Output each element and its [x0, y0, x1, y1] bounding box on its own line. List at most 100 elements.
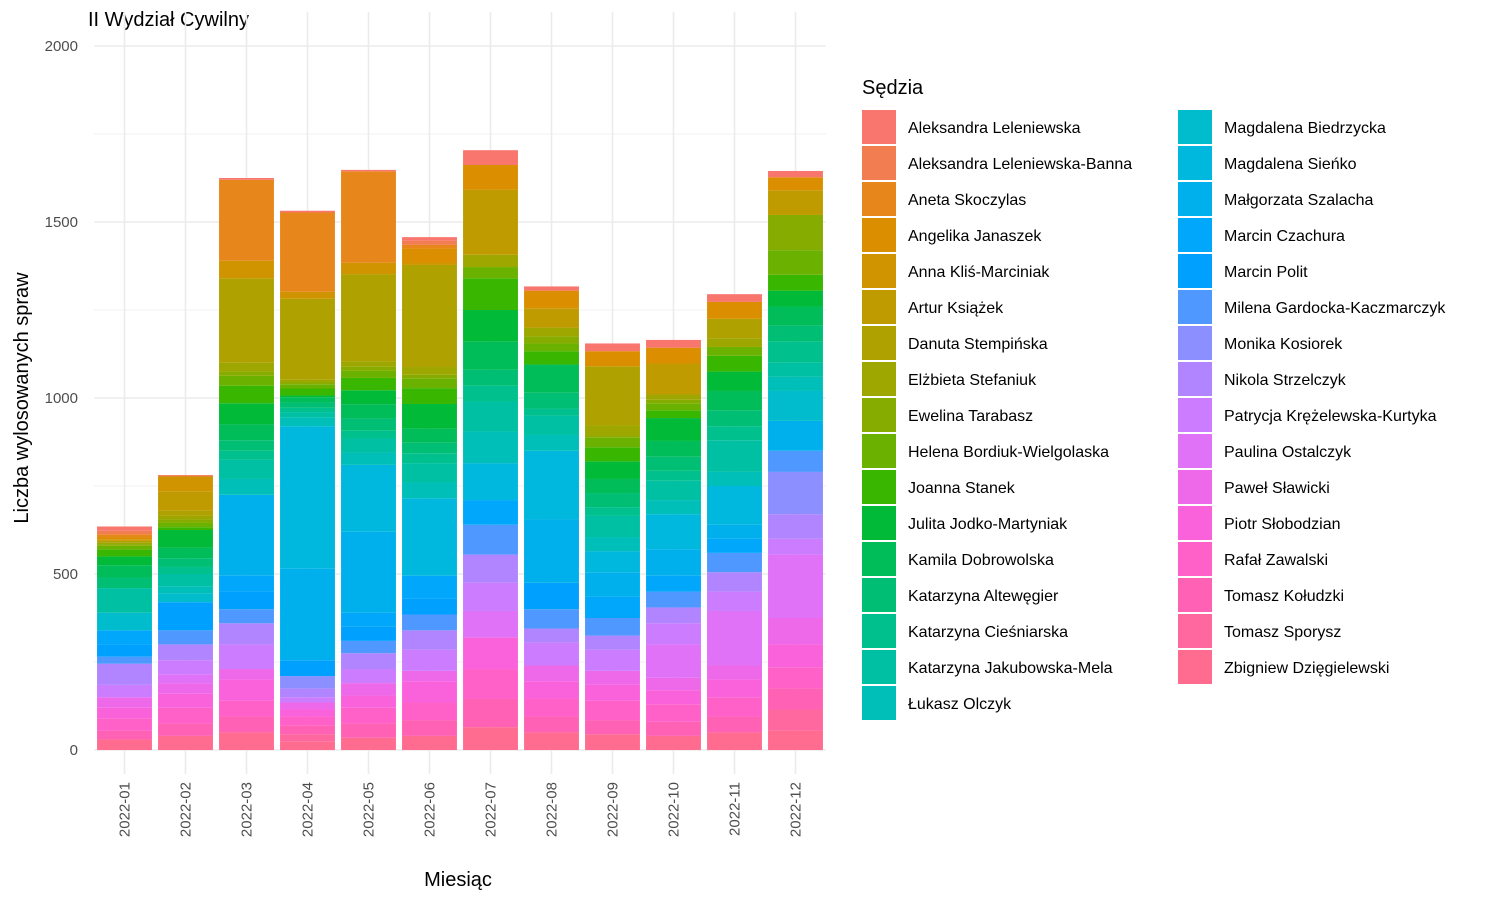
x-tick-label: 2022-12 [788, 782, 805, 837]
legend-key [862, 182, 896, 216]
bar-segment: Patrycja Krężelewska-Kurtyka 2022-01: 35 [97, 684, 152, 698]
x-tick-label: 2022-08 [544, 782, 561, 837]
bar-segment: Aneta Skoczylas 2022-04: 225 [280, 212, 335, 292]
bar-segment: Tomasz Sporysz 2022-12: 60 [768, 709, 823, 731]
bar-segment: Kamila Dobrowolska 2022-08: 80 [524, 364, 579, 393]
legend-key [862, 686, 896, 720]
bar-segment: Nikola Strzelczyk 2022-04: 25 [280, 688, 335, 698]
bar-segment: Katarzyna Altewęgier 2022-11: 45 [707, 410, 762, 427]
bar-segment: Aleksandra Leleniewska-Banna 2022-02: 4 [158, 475, 213, 477]
x-tick-label: 2022-07 [483, 782, 500, 837]
legend-key [862, 146, 896, 180]
bar-segment: Nikola Strzelczyk 2022-03: 60 [219, 623, 274, 645]
bars: Zbigniew Dzięgielewski 2022-01: 30Tomasz… [97, 150, 823, 750]
legend-key [862, 254, 896, 288]
bar-segment: Małgorzata Szalacha 2022-12: 85 [768, 420, 823, 451]
bar-segment: Rafał Zawalski 2022-03: 45 [219, 700, 274, 717]
legend-key [1178, 218, 1212, 252]
bar-segment: Katarzyna Jakubowska-Mela 2022-08: 55 [524, 415, 579, 435]
bar-segment: Danuta Stempińska 2022-01: 4 [97, 540, 152, 543]
bar-segment: Julita Jodko-Martyniak 2022-11: 55 [707, 371, 762, 391]
bar-segment: Katarzyna Cieśniarska 2022-12: 60 [768, 341, 823, 363]
bar-segment: Danuta Stempińska 2022-03: 240 [219, 278, 274, 363]
bar-segment: Ewelina Tarabasz 2022-04: 5 [280, 382, 335, 385]
legend-key [1178, 434, 1212, 468]
x-tick-label: 2022-01 [117, 782, 134, 837]
bar-segment: Artur Książek 2022-12: 70 [768, 190, 823, 215]
bar-segment: Elżbieta Stefaniuk 2022-05: 15 [341, 361, 396, 367]
bar-segment: Łukasz Olczyk 2022-11: 40 [707, 471, 762, 486]
legend-label: Katarzyna Cieśniarska [908, 624, 1068, 641]
legend-key [1178, 470, 1212, 504]
bar-segment: Zbigniew Dzięgielewski 2022-12: 55 [768, 730, 823, 750]
legend-label: Helena Bordiuk-Wielgolaska [908, 444, 1109, 461]
y-tick-label: 500 [53, 566, 78, 583]
bar-segment: Łukasz Olczyk 2022-03: 45 [219, 478, 274, 495]
bar-segment: Katarzyna Jakubowska-Mela 2022-06: 55 [402, 463, 457, 483]
bar-segment: Katarzyna Cieśniarska 2022-07: 45 [463, 385, 518, 402]
bar-segment: Rafał Zawalski 2022-02: 45 [158, 707, 213, 724]
bar-segment: Nikola Strzelczyk 2022-07: 80 [463, 554, 518, 583]
bar-segment: Rafał Zawalski 2022-07: 85 [463, 669, 518, 699]
bar-segment: Elżbieta Stefaniuk 2022-09: 30 [585, 425, 640, 437]
bar-segment: Aleksandra Leleniewska-Banna 2022-01: 10 [97, 530, 152, 535]
bar-segment: Helena Bordiuk-Wielgolaska 2022-07: 32 [463, 267, 518, 279]
bar-segment: Łukasz Olczyk 2022-10: 40 [646, 500, 701, 515]
legend-key [1178, 542, 1212, 576]
bar-segment: Joanna Stanek 2022-08: 38 [524, 351, 579, 365]
bar-segment: Paweł Sławicki 2022-05: 35 [341, 683, 396, 696]
bar-segment: Paulina Ostalczyk 2022-07: 75 [463, 610, 518, 638]
bar-segment: Patrycja Krężelewska-Kurtyka 2022-02: 40 [158, 660, 213, 675]
bar-segment: Małgorzata Szalacha 2022-08: 180 [524, 519, 579, 583]
bar-segment: Katarzyna Altewęgier 2022-09: 40 [585, 493, 640, 508]
bar-segment: Piotr Słobodzian 2022-02: 40 [158, 693, 213, 708]
legend-key [862, 398, 896, 432]
bar-segment: Joanna Stanek 2022-10: 22 [646, 410, 701, 419]
bar-segment: Aneta Skoczylas 2022-06: 10 [402, 244, 457, 249]
bar-segment: Magdalena Sieńko 2022-11: 110 [707, 486, 762, 525]
bar-segment: Paweł Sławicki 2022-03: 30 [219, 669, 274, 680]
legend-label: Katarzyna Altewęgier [908, 588, 1059, 605]
bar-segment: Tomasz Kołudzki 2022-10: 40 [646, 721, 701, 736]
bar-segment: Magdalena Sieńko 2022-05: 190 [341, 464, 396, 532]
bar-segment: Marcin Polit 2022-02: 80 [158, 602, 213, 631]
bar-segment: Zbigniew Dzięgielewski 2022-05: 35 [341, 737, 396, 750]
bar-segment: Katarzyna Cieśniarska 2022-03: 25 [219, 450, 274, 460]
bar-segment: Piotr Słobodzian 2022-08: 50 [524, 681, 579, 699]
bar-segment: Paweł Sławicki 2022-02: 30 [158, 683, 213, 694]
bar-segment: Julita Jodko-Martyniak 2022-12: 45 [768, 290, 823, 307]
bar-segment: Rafał Zawalski 2022-12: 60 [768, 667, 823, 689]
bar-segment: Marcin Czachura 2022-06: 65 [402, 575, 457, 599]
legend-label: Aleksandra Leleniewska [908, 120, 1081, 137]
bar-segment: Katarzyna Cieśniarska 2022-06: 28 [402, 453, 457, 464]
legend-label: Artur Książek [908, 300, 1004, 317]
legend-key [862, 218, 896, 252]
bar-segment: Marcin Polit 2022-06: 45 [402, 598, 457, 615]
bar-segment: Patrycja Krężelewska-Kurtyka 2022-09: 60 [585, 649, 640, 671]
legend-key [862, 290, 896, 324]
bar-segment: Marcin Polit 2022-05: 40 [341, 626, 396, 641]
chart-title: II Wydział Cywilny [88, 9, 249, 31]
x-tick-label: 2022-06 [422, 782, 439, 837]
bar-segment: Aleksandra Leleniewska 2022-07: 42 [463, 150, 518, 165]
bar-segment: Katarzyna Altewęgier 2022-02: 25 [158, 558, 213, 567]
bar-segment: Ewelina Tarabasz 2022-05: 12 [341, 366, 396, 371]
legend-key [862, 542, 896, 576]
bar-segment: Tomasz Kołudzki 2022-03: 45 [219, 716, 274, 733]
legend-label: Tomasz Kołudzki [1224, 588, 1344, 605]
bar-segment: Magdalena Sieńko 2022-04: 405 [280, 426, 335, 569]
bar-segment: Elżbieta Stefaniuk 2022-03: 25 [219, 362, 274, 372]
bar-segment: Łukasz Olczyk 2022-06: 45 [402, 482, 457, 499]
bar-segment: Katarzyna Jakubowska-Mela 2022-11: 90 [707, 440, 762, 472]
bar-segment: Aleksandra Leleniewska 2022-01: 12 [97, 526, 152, 531]
bar-segment: Angelika Janaszek 2022-12: 37 [768, 177, 823, 191]
bar-segment: Julita Jodko-Martyniak 2022-10: 65 [646, 418, 701, 441]
bar-segment: Paweł Sławicki 2022-12: 75 [768, 618, 823, 645]
bar-segment: Paweł Sławicki 2022-04: 20 [280, 702, 335, 710]
bar-segment: Marcin Czachura 2022-11: 40 [707, 538, 762, 553]
bar-segment: Joanna Stanek 2022-05: 35 [341, 377, 396, 391]
bar-segment: Katarzyna Jakubowska-Mela 2022-01: 70 [97, 588, 152, 613]
bar-segment: Magdalena Biedrzycka 2022-12: 85 [768, 390, 823, 421]
bar-segment: Katarzyna Altewęgier 2022-12: 45 [768, 325, 823, 342]
bar-segment: Łukasz Olczyk 2022-09: 40 [585, 537, 640, 552]
